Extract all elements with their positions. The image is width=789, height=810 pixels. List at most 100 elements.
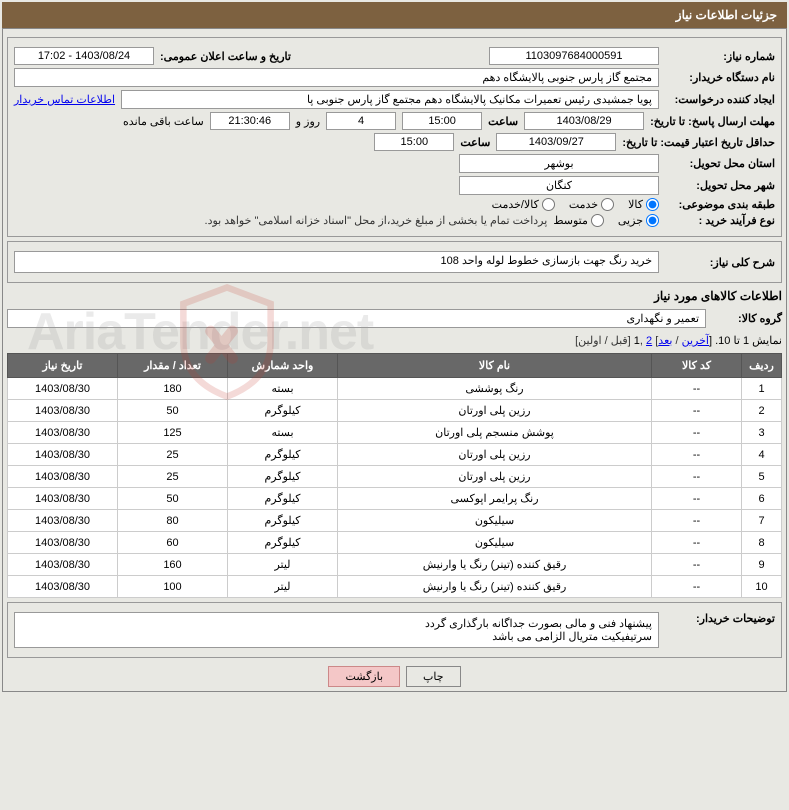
- class-opt-goods-label: کالا: [628, 198, 643, 211]
- need-number-label: شماره نیاز:: [665, 50, 775, 63]
- table-cell: 1403/08/30: [8, 554, 118, 576]
- table-cell: لیتر: [228, 576, 338, 598]
- table-cell: --: [652, 576, 742, 598]
- table-cell: 25: [118, 444, 228, 466]
- deliver-city-field: کنگان: [459, 176, 659, 195]
- class-radio-goods[interactable]: [646, 198, 659, 211]
- minvalid-label: حداقل تاریخ اعتبار قیمت: تا تاریخ:: [622, 136, 775, 149]
- th-name: نام کالا: [338, 354, 652, 378]
- table-cell: لیتر: [228, 554, 338, 576]
- table-cell: رقیق کننده (تینر) رنگ یا وارنیش: [338, 554, 652, 576]
- table-cell: بسته: [228, 378, 338, 400]
- deadline-label: مهلت ارسال پاسخ: تا تاریخ:: [650, 115, 775, 128]
- table-cell: 4: [742, 444, 782, 466]
- table-row: 5--رزین پلی اورتانکیلوگرم251403/08/30: [8, 466, 782, 488]
- class-opt-goods[interactable]: کالا: [628, 198, 659, 211]
- class-radio-group: کالا خدمت کالا/خدمت: [492, 198, 659, 211]
- table-cell: 1403/08/30: [8, 400, 118, 422]
- page-title-bar: جزئیات اطلاعات نیاز: [2, 2, 787, 28]
- deliver-prov-field: بوشهر: [459, 154, 659, 173]
- table-cell: 25: [118, 466, 228, 488]
- proc-opt-minor-label: جزیی: [618, 214, 643, 227]
- table-cell: رزین پلی اورتان: [338, 466, 652, 488]
- table-cell: 1403/08/30: [8, 444, 118, 466]
- pager-next[interactable]: بعد: [658, 335, 672, 347]
- table-cell: 60: [118, 532, 228, 554]
- pager-sep4: [قبل / اولین]: [575, 335, 634, 347]
- deliver-prov-label: استان محل تحویل:: [665, 157, 775, 170]
- table-cell: 6: [742, 488, 782, 510]
- proc-opt-medium[interactable]: متوسط: [553, 214, 604, 227]
- print-button[interactable]: چاپ: [406, 666, 461, 687]
- days-field: 4: [326, 112, 396, 130]
- table-cell: 8: [742, 532, 782, 554]
- back-button[interactable]: بازگشت: [328, 666, 400, 687]
- buyer-notes-section: توضیحات خریدار: پیشنهاد فنی و مالی بصورت…: [7, 602, 782, 658]
- table-cell: 180: [118, 378, 228, 400]
- buyer-field: مجتمع گاز پارس جنوبی پالایشگاه دهم: [14, 68, 659, 87]
- table-row: 7--سیلیکونکیلوگرم801403/08/30: [8, 510, 782, 532]
- deliver-city-label: شهر محل تحویل:: [665, 179, 775, 192]
- table-cell: کیلوگرم: [228, 510, 338, 532]
- table-row: 4--رزین پلی اورتانکیلوگرم251403/08/30: [8, 444, 782, 466]
- minvalid-time-field: 15:00: [374, 133, 454, 151]
- items-table: ردیف کد کالا نام کالا واحد شمارش تعداد /…: [7, 353, 782, 598]
- class-opt-service[interactable]: خدمت: [569, 198, 614, 211]
- proc-opt-minor[interactable]: جزیی: [618, 214, 659, 227]
- table-cell: 1403/08/30: [8, 510, 118, 532]
- table-cell: --: [652, 378, 742, 400]
- class-opt-both-label: کالا/خدمت: [492, 198, 539, 211]
- buyer-notes-line2: سرتیفیکیت متریال الزامی می باشد: [21, 630, 652, 643]
- proc-radio-group: جزیی متوسط: [553, 214, 659, 227]
- remaining-label: ساعت باقی مانده: [123, 115, 204, 128]
- table-cell: --: [652, 466, 742, 488]
- table-cell: 2: [742, 400, 782, 422]
- th-qty: تعداد / مقدار: [118, 354, 228, 378]
- proc-radio-minor[interactable]: [646, 214, 659, 227]
- buyer-label: نام دستگاه خریدار:: [665, 71, 775, 84]
- deadline-time-field: 15:00: [402, 112, 482, 130]
- desc-field: خرید رنگ جهت بازسازی خطوط لوله واحد 108: [14, 251, 659, 273]
- table-cell: --: [652, 400, 742, 422]
- th-unit: واحد شمارش: [228, 354, 338, 378]
- table-cell: رزین پلی اورتان: [338, 444, 652, 466]
- table-cell: سیلیکون: [338, 532, 652, 554]
- pager-prefix: نمایش 1 تا 10. [: [709, 335, 782, 347]
- table-cell: بسته: [228, 422, 338, 444]
- deadline-time-label: ساعت: [488, 115, 518, 128]
- table-row: 2--رزین پلی اورتانکیلوگرم501403/08/30: [8, 400, 782, 422]
- table-cell: سیلیکون: [338, 510, 652, 532]
- table-cell: 10: [742, 576, 782, 598]
- table-cell: 1403/08/30: [8, 576, 118, 598]
- table-cell: کیلوگرم: [228, 444, 338, 466]
- requester-field: پویا جمشیدی رئیس تعمیرات مکانیک پالایشگا…: [121, 90, 659, 109]
- minvalid-date-field: 1403/09/27: [496, 133, 616, 151]
- th-date: تاریخ نیاز: [8, 354, 118, 378]
- buyer-contact-link[interactable]: اطلاعات تماس خریدار: [14, 93, 115, 106]
- pager-last[interactable]: آخرین: [682, 335, 709, 347]
- table-cell: 125: [118, 422, 228, 444]
- table-cell: پوشش منسجم پلی اورتان: [338, 422, 652, 444]
- deadline-date-field: 1403/08/29: [524, 112, 644, 130]
- days-word: روز و: [296, 115, 320, 128]
- table-cell: رنگ پوششی: [338, 378, 652, 400]
- form-section: شماره نیاز: 1103097684000591 تاریخ و ساع…: [7, 37, 782, 237]
- class-opt-both[interactable]: کالا/خدمت: [492, 198, 555, 211]
- table-cell: 3: [742, 422, 782, 444]
- table-cell: 1403/08/30: [8, 378, 118, 400]
- group-field: تعمیر و نگهداری: [7, 309, 706, 328]
- proc-label: نوع فرآیند خرید :: [665, 214, 775, 227]
- table-cell: 1403/08/30: [8, 422, 118, 444]
- table-cell: --: [652, 444, 742, 466]
- main-panel: شماره نیاز: 1103097684000591 تاریخ و ساع…: [2, 28, 787, 692]
- buyer-notes-label: توضیحات خریدار:: [665, 612, 775, 625]
- table-cell: --: [652, 510, 742, 532]
- class-opt-service-label: خدمت: [569, 198, 598, 211]
- description-section: شرح کلی نیاز: خرید رنگ جهت بازسازی خطوط …: [7, 241, 782, 283]
- table-cell: 1403/08/30: [8, 466, 118, 488]
- class-radio-service[interactable]: [601, 198, 614, 211]
- class-radio-both[interactable]: [542, 198, 555, 211]
- table-cell: 50: [118, 488, 228, 510]
- proc-radio-medium[interactable]: [591, 214, 604, 227]
- table-cell: 80: [118, 510, 228, 532]
